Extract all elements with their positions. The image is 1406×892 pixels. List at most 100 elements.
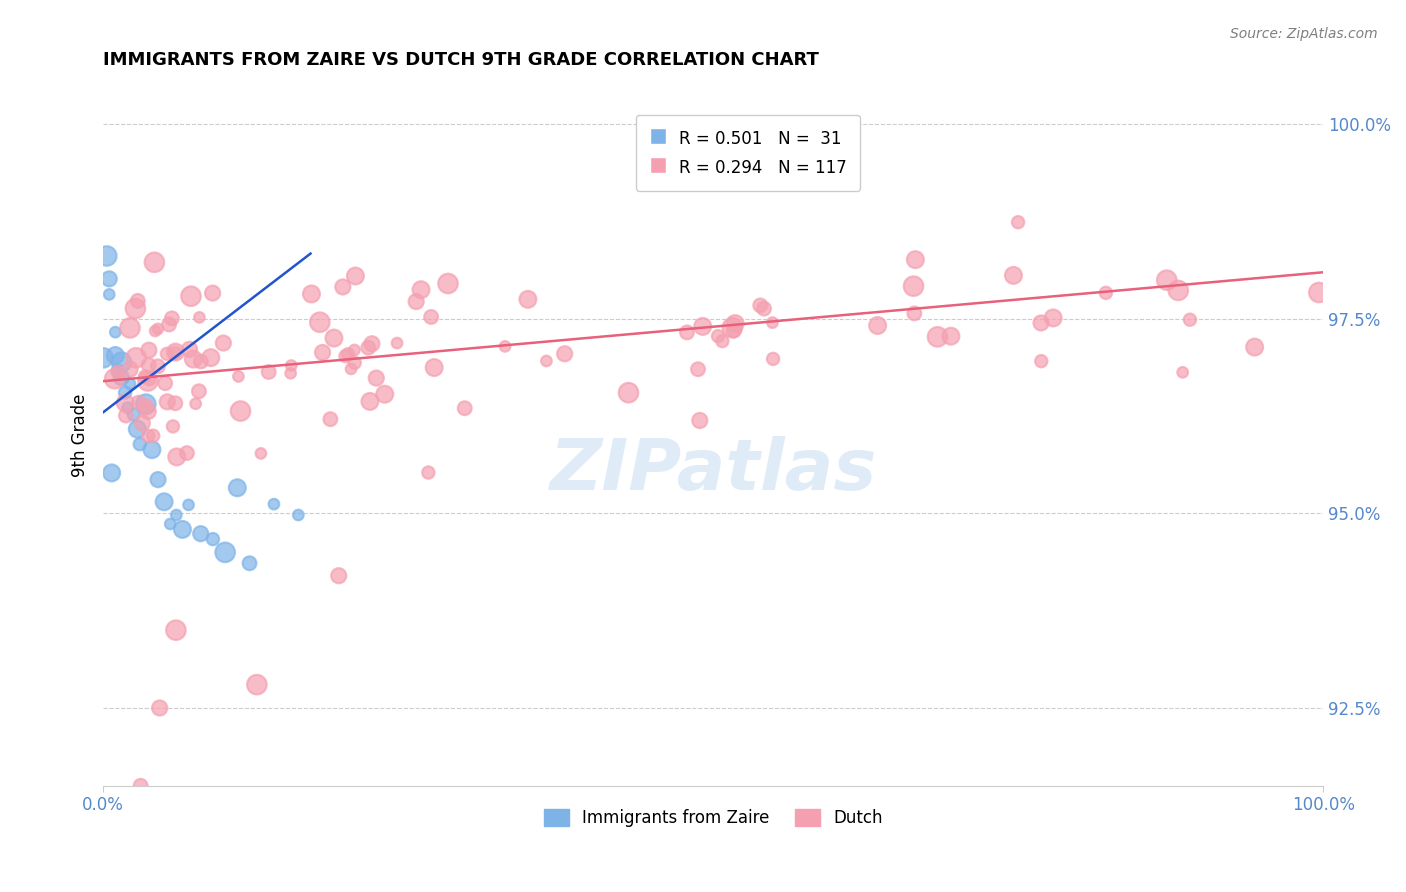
Point	[228, 369, 250, 384]
Point	[138, 372, 160, 386]
Point	[761, 316, 783, 330]
Point	[229, 404, 252, 418]
Point	[337, 347, 360, 361]
Point	[162, 419, 184, 434]
Point	[165, 508, 187, 522]
Text: Source: ZipAtlas.com: Source: ZipAtlas.com	[1230, 27, 1378, 41]
Point	[752, 301, 775, 316]
Point	[129, 779, 152, 793]
Point	[723, 324, 745, 338]
Point	[724, 317, 747, 331]
Point	[409, 283, 432, 297]
Point	[903, 306, 925, 320]
Point	[122, 407, 145, 421]
Point	[128, 395, 150, 409]
Point	[120, 362, 142, 376]
Point	[749, 298, 772, 312]
Point	[311, 345, 333, 359]
Point	[343, 356, 366, 370]
Point	[214, 545, 236, 559]
Point	[201, 286, 224, 301]
Point	[554, 347, 576, 361]
Point	[146, 473, 169, 487]
Point	[143, 324, 166, 338]
Point	[96, 249, 118, 263]
Legend: Immigrants from Zaire, Dutch: Immigrants from Zaire, Dutch	[537, 802, 889, 833]
Point	[676, 326, 699, 340]
Point	[280, 359, 302, 373]
Point	[494, 339, 516, 353]
Point	[114, 385, 136, 400]
Point	[721, 320, 744, 334]
Text: ZIPatlas: ZIPatlas	[550, 436, 877, 505]
Point	[1243, 340, 1265, 354]
Point	[692, 319, 714, 334]
Point	[131, 416, 153, 430]
Point	[1042, 310, 1064, 325]
Point	[1167, 284, 1189, 298]
Point	[344, 268, 367, 283]
Point	[104, 325, 127, 339]
Point	[357, 341, 380, 355]
Point	[176, 446, 198, 460]
Point	[1031, 354, 1053, 368]
Point	[405, 294, 427, 309]
Point	[146, 322, 169, 336]
Point	[114, 396, 136, 410]
Point	[423, 360, 446, 375]
Point	[156, 394, 179, 409]
Point	[142, 428, 165, 442]
Point	[107, 363, 129, 377]
Point	[686, 362, 709, 376]
Point	[165, 396, 187, 410]
Point	[104, 372, 127, 386]
Point	[212, 336, 235, 351]
Point	[98, 272, 121, 286]
Point	[359, 394, 381, 409]
Point	[323, 331, 346, 345]
Text: IMMIGRANTS FROM ZAIRE VS DUTCH 9TH GRADE CORRELATION CHART: IMMIGRANTS FROM ZAIRE VS DUTCH 9TH GRADE…	[103, 51, 820, 69]
Point	[238, 556, 260, 570]
Point	[135, 397, 157, 411]
Point	[340, 362, 363, 376]
Point	[159, 516, 181, 531]
Point	[866, 318, 889, 333]
Point	[361, 336, 384, 351]
Point	[200, 351, 222, 365]
Point	[188, 310, 211, 325]
Point	[136, 429, 159, 443]
Point	[319, 412, 342, 426]
Point	[246, 678, 269, 692]
Point	[146, 359, 169, 374]
Point	[104, 349, 127, 363]
Point	[118, 376, 141, 391]
Point	[98, 287, 121, 301]
Point	[711, 334, 734, 348]
Point	[1156, 273, 1178, 287]
Point	[332, 280, 354, 294]
Point	[1029, 316, 1052, 330]
Point	[536, 354, 558, 368]
Point	[172, 523, 194, 537]
Point	[138, 343, 160, 358]
Point	[149, 701, 172, 715]
Point	[328, 568, 350, 582]
Point	[127, 422, 149, 436]
Point	[1171, 365, 1194, 379]
Point	[335, 349, 357, 363]
Point	[136, 374, 159, 388]
Point	[201, 532, 224, 546]
Point	[107, 365, 129, 379]
Point	[138, 358, 160, 372]
Point	[374, 387, 396, 401]
Point	[165, 623, 187, 637]
Point	[454, 401, 477, 416]
Point	[157, 318, 180, 332]
Point	[165, 346, 187, 360]
Point	[762, 351, 785, 366]
Point	[707, 329, 730, 343]
Point	[135, 400, 157, 414]
Point	[1308, 285, 1330, 300]
Point	[1095, 285, 1118, 300]
Point	[118, 321, 141, 335]
